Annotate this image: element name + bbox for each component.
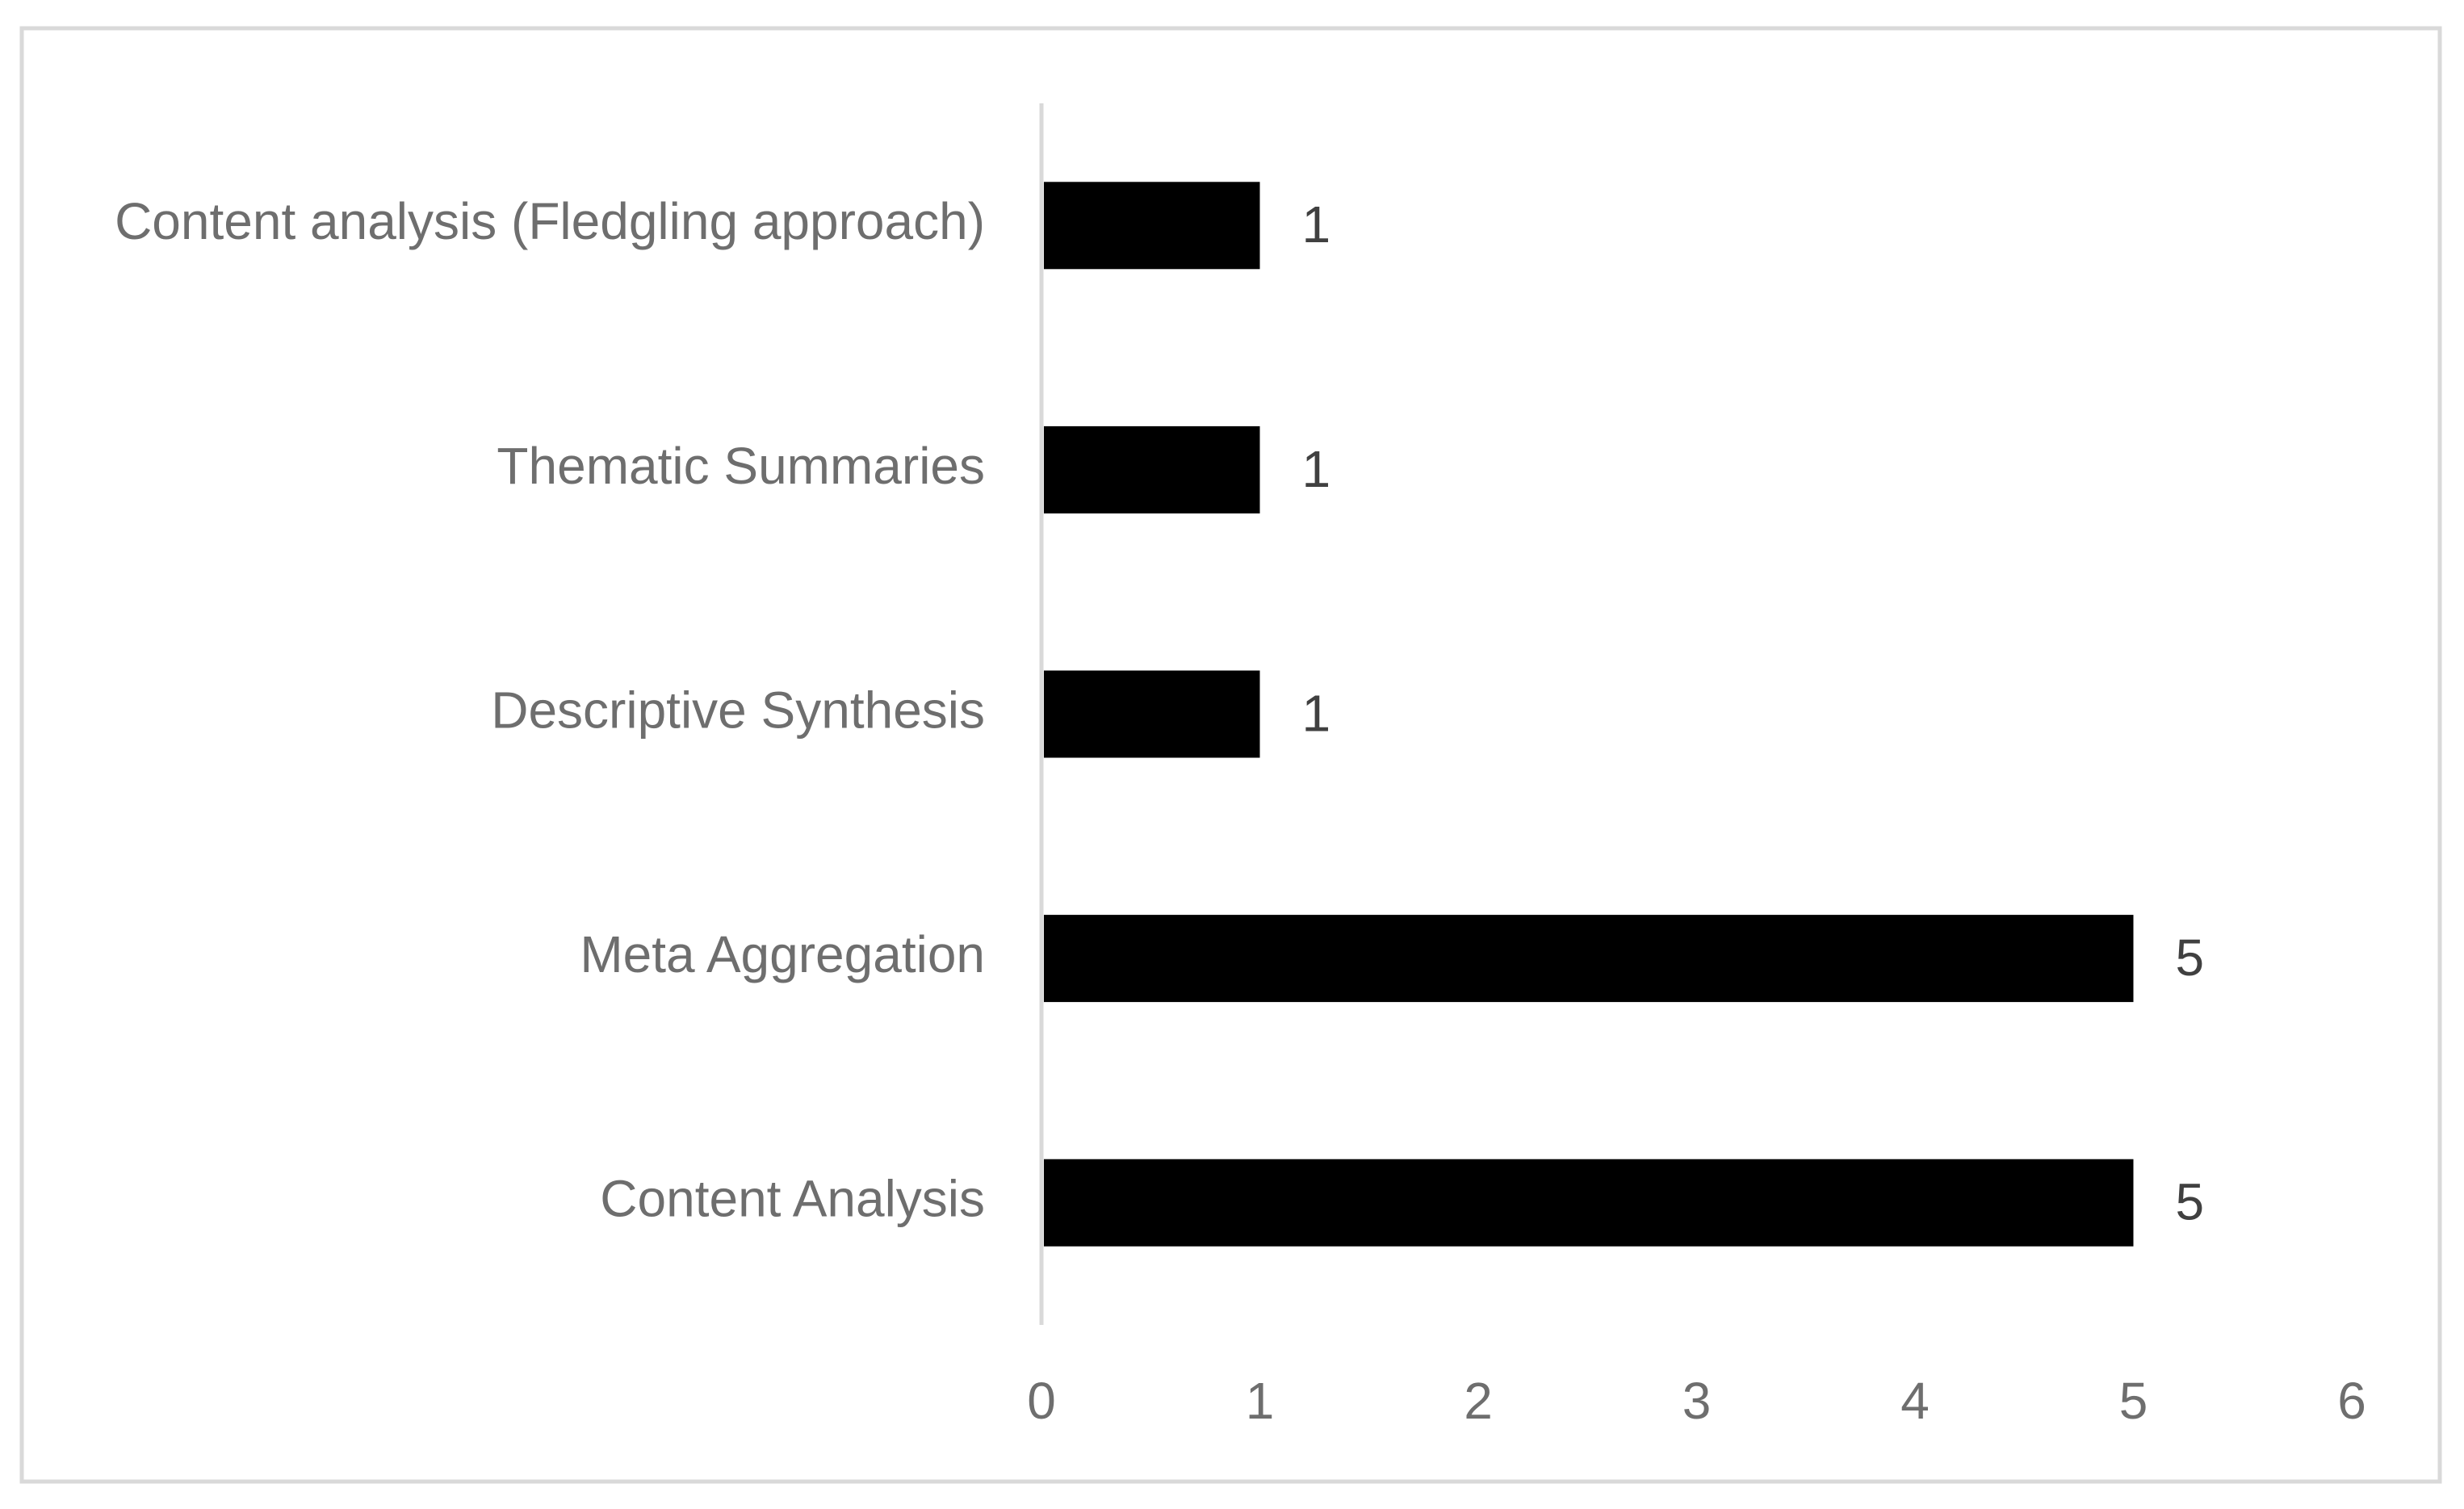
y-tick-label: Descriptive Synthesis (491, 681, 985, 739)
x-tick-label: 0 (1027, 1372, 1056, 1430)
x-tick-label: 3 (1682, 1372, 1712, 1430)
data-label: 1 (1302, 195, 1331, 254)
data-label: 5 (2176, 928, 2205, 987)
bar (1044, 915, 2134, 1003)
bar (1044, 1159, 2134, 1247)
data-label: 1 (1302, 440, 1331, 498)
bar (1044, 670, 1260, 758)
x-tick-label: 6 (2337, 1372, 2366, 1430)
data-label: 1 (1302, 684, 1331, 742)
y-tick-label: Meta Aggregation (580, 925, 985, 983)
bar (1044, 425, 1260, 513)
x-tick-label: 4 (1900, 1372, 1930, 1430)
y-tick-label: Content analysis (Fledgling approach) (115, 192, 985, 250)
x-tick-label: 2 (1464, 1372, 1493, 1430)
bar (1044, 182, 1260, 270)
x-tick-label: 5 (2119, 1372, 2148, 1430)
x-tick-label: 1 (1246, 1372, 1275, 1430)
chart-border (19, 26, 2442, 1484)
y-tick-label: Thematic Summaries (497, 437, 985, 495)
y-tick-label: Content Analysis (600, 1170, 985, 1228)
data-label: 5 (2176, 1173, 2205, 1231)
